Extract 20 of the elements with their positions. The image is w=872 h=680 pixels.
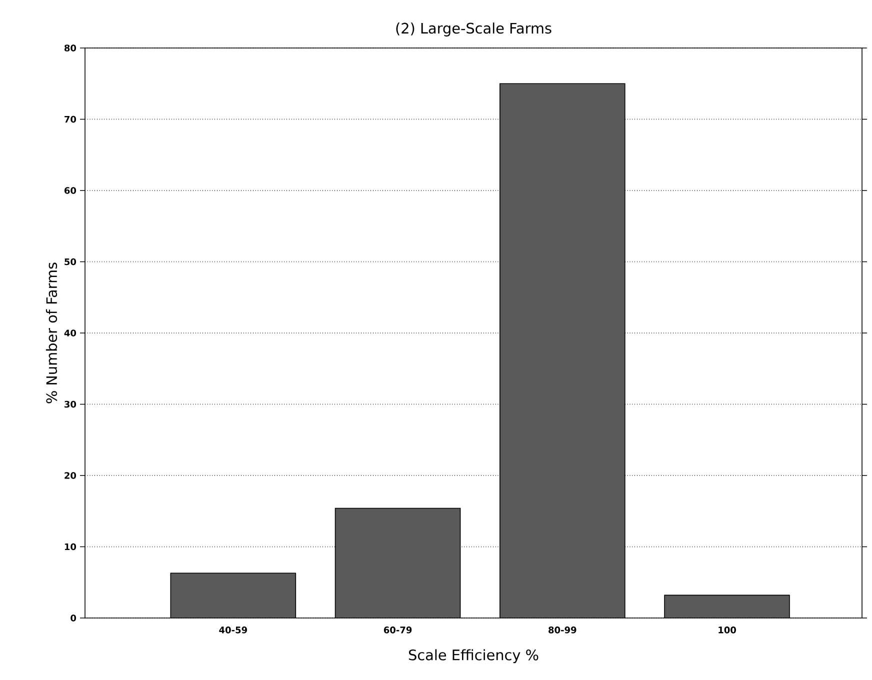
x-tick-label: 80-99 (548, 626, 576, 634)
y-tick-label: 60 (64, 187, 76, 194)
y-tick-label: 70 (64, 116, 76, 123)
bar (170, 572, 296, 618)
x-tick-label: 40-59 (219, 626, 247, 634)
y-tick-label: 80 (64, 44, 76, 52)
y-tick-label: 20 (64, 472, 76, 479)
chart-title: (2) Large-Scale Farms (396, 22, 552, 36)
y-tick-label: 0 (70, 614, 76, 622)
bar (664, 594, 790, 618)
y-axis-title: % Number of Farms (46, 262, 58, 404)
y-tick-label: 10 (64, 543, 76, 550)
y-tick-label: 30 (64, 400, 76, 408)
bar (500, 83, 626, 618)
x-tick-label: 100 (718, 626, 736, 634)
y-tick-label: 40 (64, 330, 76, 336)
bar (335, 508, 460, 618)
y-tick-label: 50 (64, 258, 76, 266)
x-axis-title: Scale Efficiency % (408, 649, 538, 664)
x-tick-label: 60-79 (384, 626, 412, 634)
